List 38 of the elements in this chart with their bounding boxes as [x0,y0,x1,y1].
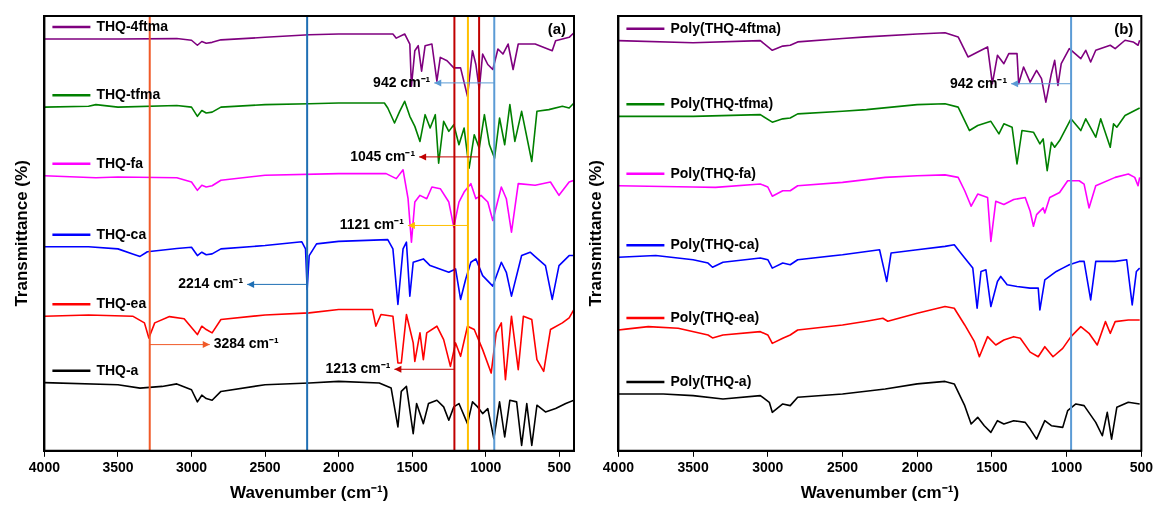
x-tick-label: 1500 [396,459,428,476]
legend-label: THQ-a [96,361,139,378]
annotation: 1045 cm⁻¹ [350,147,416,164]
y-axis-title: Transmittance (%) [11,160,31,307]
annotation: 3284 cm⁻¹ [213,335,279,352]
x-tick-label: 2000 [901,459,933,476]
x-tick-label: 3000 [752,459,784,476]
x-tick-label: 4000 [28,459,61,476]
x-axis-title: Wavenumber (cm⁻¹) [230,483,389,503]
legend-label: THQ-ea [96,295,147,312]
x-tick-label: 2000 [323,459,355,476]
x-tick-label: 500 [547,459,572,476]
annotation: 942 cm⁻¹ [949,74,1008,91]
annotation: 1121 cm⁻¹ [339,216,405,233]
x-tick-label: 4000 [602,459,635,476]
legend-label: Poly(THQ-ca) [670,236,760,253]
x-tick-label: 1500 [976,459,1008,476]
x-tick-label: 500 [1129,459,1154,476]
legend-label: Poly(THQ-a) [670,372,752,389]
x-tick-label: 1000 [1051,459,1083,476]
legend-label: Poly(THQ-ea) [670,308,760,325]
x-tick-label: 1000 [470,459,502,476]
x-tick-label: 3500 [677,459,709,476]
x-tick-label: 2500 [249,459,281,476]
annotation: 2214 cm⁻¹ [178,275,244,292]
x-tick-label: 2500 [826,459,859,476]
annotation: 1213 cm⁻¹ [325,360,391,377]
legend-label: Poly(THQ-tfma) [670,95,774,112]
chart-title: (b) [1114,19,1134,37]
legend-label: THQ-ca [96,225,147,242]
x-tick-label: 3000 [175,459,208,476]
y-axis-title: Transmittance (%) [585,160,605,307]
x-tick-label: 3500 [102,459,134,476]
legend-label: Poly(THQ-fa) [670,164,756,181]
legend-label: Poly(THQ-4ftma) [670,19,781,36]
legend-label: THQ-fa [96,154,144,171]
chart-title: (a) [547,19,566,37]
x-axis-title: Wavenumber (cm⁻¹) [800,483,960,503]
